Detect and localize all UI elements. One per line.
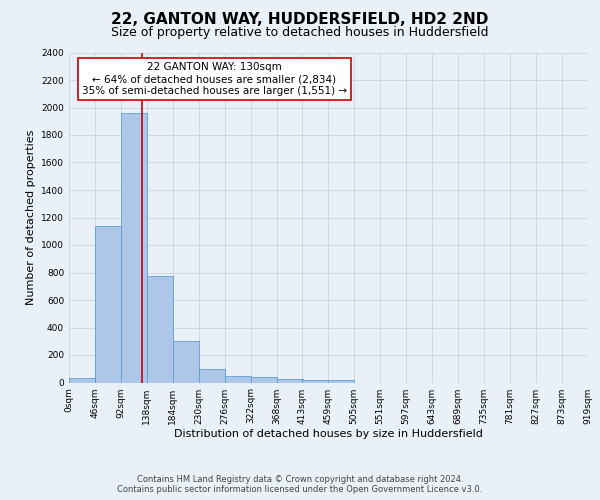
Y-axis label: Number of detached properties: Number of detached properties [26, 130, 35, 305]
Bar [69, 378, 95, 382]
Text: 22 GANTON WAY: 130sqm
← 64% of detached houses are smaller (2,834)
35% of semi-d: 22 GANTON WAY: 130sqm ← 64% of detached … [82, 62, 347, 96]
Bar [302, 380, 328, 382]
Text: 22, GANTON WAY, HUDDERSFIELD, HD2 2ND: 22, GANTON WAY, HUDDERSFIELD, HD2 2ND [112, 12, 488, 28]
Text: Contains HM Land Registry data © Crown copyright and database right 2024.
Contai: Contains HM Land Registry data © Crown c… [118, 474, 482, 494]
Bar [95, 226, 121, 382]
Bar [173, 341, 199, 382]
Bar [225, 376, 251, 382]
Bar [147, 276, 173, 382]
Text: Size of property relative to detached houses in Huddersfield: Size of property relative to detached ho… [111, 26, 489, 39]
Bar [121, 113, 147, 382]
Bar [251, 377, 277, 382]
Bar [328, 380, 354, 382]
Bar [199, 369, 225, 382]
Bar [277, 379, 303, 382]
X-axis label: Distribution of detached houses by size in Huddersfield: Distribution of detached houses by size … [174, 430, 483, 440]
